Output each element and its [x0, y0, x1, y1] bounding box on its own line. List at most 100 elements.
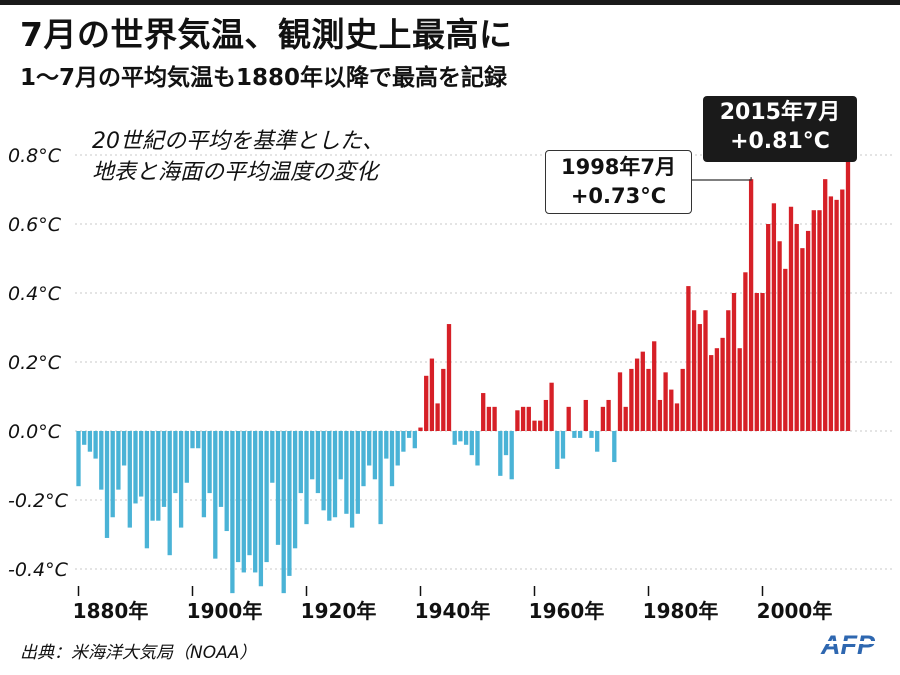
- y-tick-labels: 0.8°C 0.6°C 0.4°C 0.2°C 0.0°C -0.2°C -0.4°C: [8, 145, 69, 581]
- bar-2013: [834, 199, 839, 431]
- bar-1963: [549, 382, 554, 431]
- bar-1893: [150, 431, 155, 521]
- bar-1974: [612, 431, 617, 463]
- bar-1997: [743, 272, 748, 431]
- bar-1966: [566, 406, 571, 431]
- annotation-1998: 1998年7月 +0.73°C: [545, 150, 692, 214]
- bar-1999: [754, 293, 759, 431]
- bar-1969: [583, 399, 588, 431]
- bar-1973: [606, 399, 611, 431]
- bar-1896: [167, 431, 172, 556]
- bar-1977: [629, 368, 634, 431]
- bar-2015: [845, 151, 851, 432]
- bar-2005: [788, 206, 794, 431]
- bar-2012: [828, 196, 834, 431]
- bar-1935: [389, 431, 395, 487]
- bar-1968: [577, 431, 583, 438]
- description-line-2: 地表と海面の平均温度の変化: [92, 160, 379, 185]
- bar-1912: [258, 431, 264, 587]
- afp-logo: AFP: [818, 630, 884, 660]
- bar-1965: [560, 431, 566, 459]
- bar-1945: [446, 324, 452, 431]
- bar-1971: [595, 431, 600, 452]
- bar-1975: [617, 372, 623, 431]
- bar-1888: [121, 431, 127, 466]
- bar-1993: [720, 337, 725, 431]
- bar-1959: [526, 406, 531, 431]
- bar-1938: [406, 431, 412, 438]
- bar-1986: [680, 368, 685, 431]
- x-tick-label: 1940年: [415, 599, 491, 623]
- bar-1960: [532, 420, 537, 431]
- bar-1979: [640, 351, 645, 431]
- bar-1956: [509, 431, 514, 480]
- bar-1989: [697, 324, 702, 431]
- bar-1961: [538, 420, 543, 431]
- bar-1880: [76, 431, 81, 487]
- bar-1978: [634, 358, 640, 431]
- bar-1882: [87, 431, 93, 452]
- bar-1950: [475, 431, 480, 466]
- bar-1934: [384, 431, 389, 459]
- bar-1892: [144, 431, 150, 549]
- bar-1954: [498, 431, 503, 476]
- bar-1914: [270, 431, 275, 483]
- bar-1907: [230, 431, 235, 594]
- x-tick-labels: 1880年 1900年 1920年 1940年 1960年 1980年 2000年: [73, 586, 833, 623]
- bar-1887: [116, 431, 121, 490]
- bar-1911: [253, 431, 258, 573]
- bar-1942: [429, 358, 435, 431]
- chart-title: 7月の世界気温、観測史上最高に: [20, 15, 513, 54]
- y-tick-label: -0.4°C: [8, 559, 69, 581]
- bar-1924: [327, 431, 332, 521]
- bar-1953: [492, 406, 497, 431]
- bar-1930: [361, 431, 366, 487]
- bar-1921: [310, 431, 315, 480]
- bar-1992: [714, 348, 720, 431]
- bar-1902: [201, 431, 207, 518]
- x-tick-label: 2000年: [757, 599, 833, 623]
- bar-1976: [623, 406, 628, 431]
- bar-2007: [800, 248, 805, 431]
- bar-2008: [805, 230, 811, 431]
- bar-1932: [372, 431, 378, 480]
- bar-1899: [184, 431, 189, 483]
- bar-1898: [178, 431, 184, 528]
- bar-1943: [435, 403, 440, 431]
- bar-1995: [731, 293, 737, 431]
- bar-1982: [657, 399, 663, 431]
- bar-1984: [669, 389, 674, 431]
- bar-1937: [401, 431, 406, 452]
- bar-1884: [99, 431, 104, 490]
- bar-2014: [840, 189, 845, 431]
- bar-2004: [783, 268, 788, 431]
- x-tick-label: 1960年: [529, 599, 605, 623]
- bar-1944: [441, 368, 446, 431]
- annotation-1998-value: +0.73°C: [570, 184, 667, 208]
- y-tick-label: 0.4°C: [8, 283, 62, 305]
- bar-1881: [82, 431, 87, 445]
- bar-2001: [766, 224, 771, 431]
- bar-2002: [771, 203, 777, 431]
- bar-2003: [777, 241, 782, 431]
- bar-1948: [463, 431, 469, 445]
- bar-1904: [213, 431, 218, 559]
- bar-1946: [452, 431, 457, 445]
- bar-1980: [646, 368, 651, 431]
- description-line-1: 20世紀の平均を基準とした、: [92, 129, 384, 154]
- bar-1951: [481, 393, 486, 431]
- bar-1886: [110, 431, 115, 518]
- bar-1998: [748, 179, 754, 431]
- bar-1913: [264, 431, 269, 563]
- bar-1947: [458, 431, 463, 442]
- bar-1915: [275, 431, 281, 545]
- bar-1905: [218, 431, 224, 507]
- top-rule: [0, 0, 900, 5]
- bar-1955: [503, 431, 509, 456]
- bar-1908: [235, 431, 241, 563]
- y-tick-label: 0.8°C: [8, 145, 62, 167]
- bar-1895: [161, 431, 167, 507]
- bar-1919: [298, 431, 303, 494]
- bar-1926: [338, 431, 343, 480]
